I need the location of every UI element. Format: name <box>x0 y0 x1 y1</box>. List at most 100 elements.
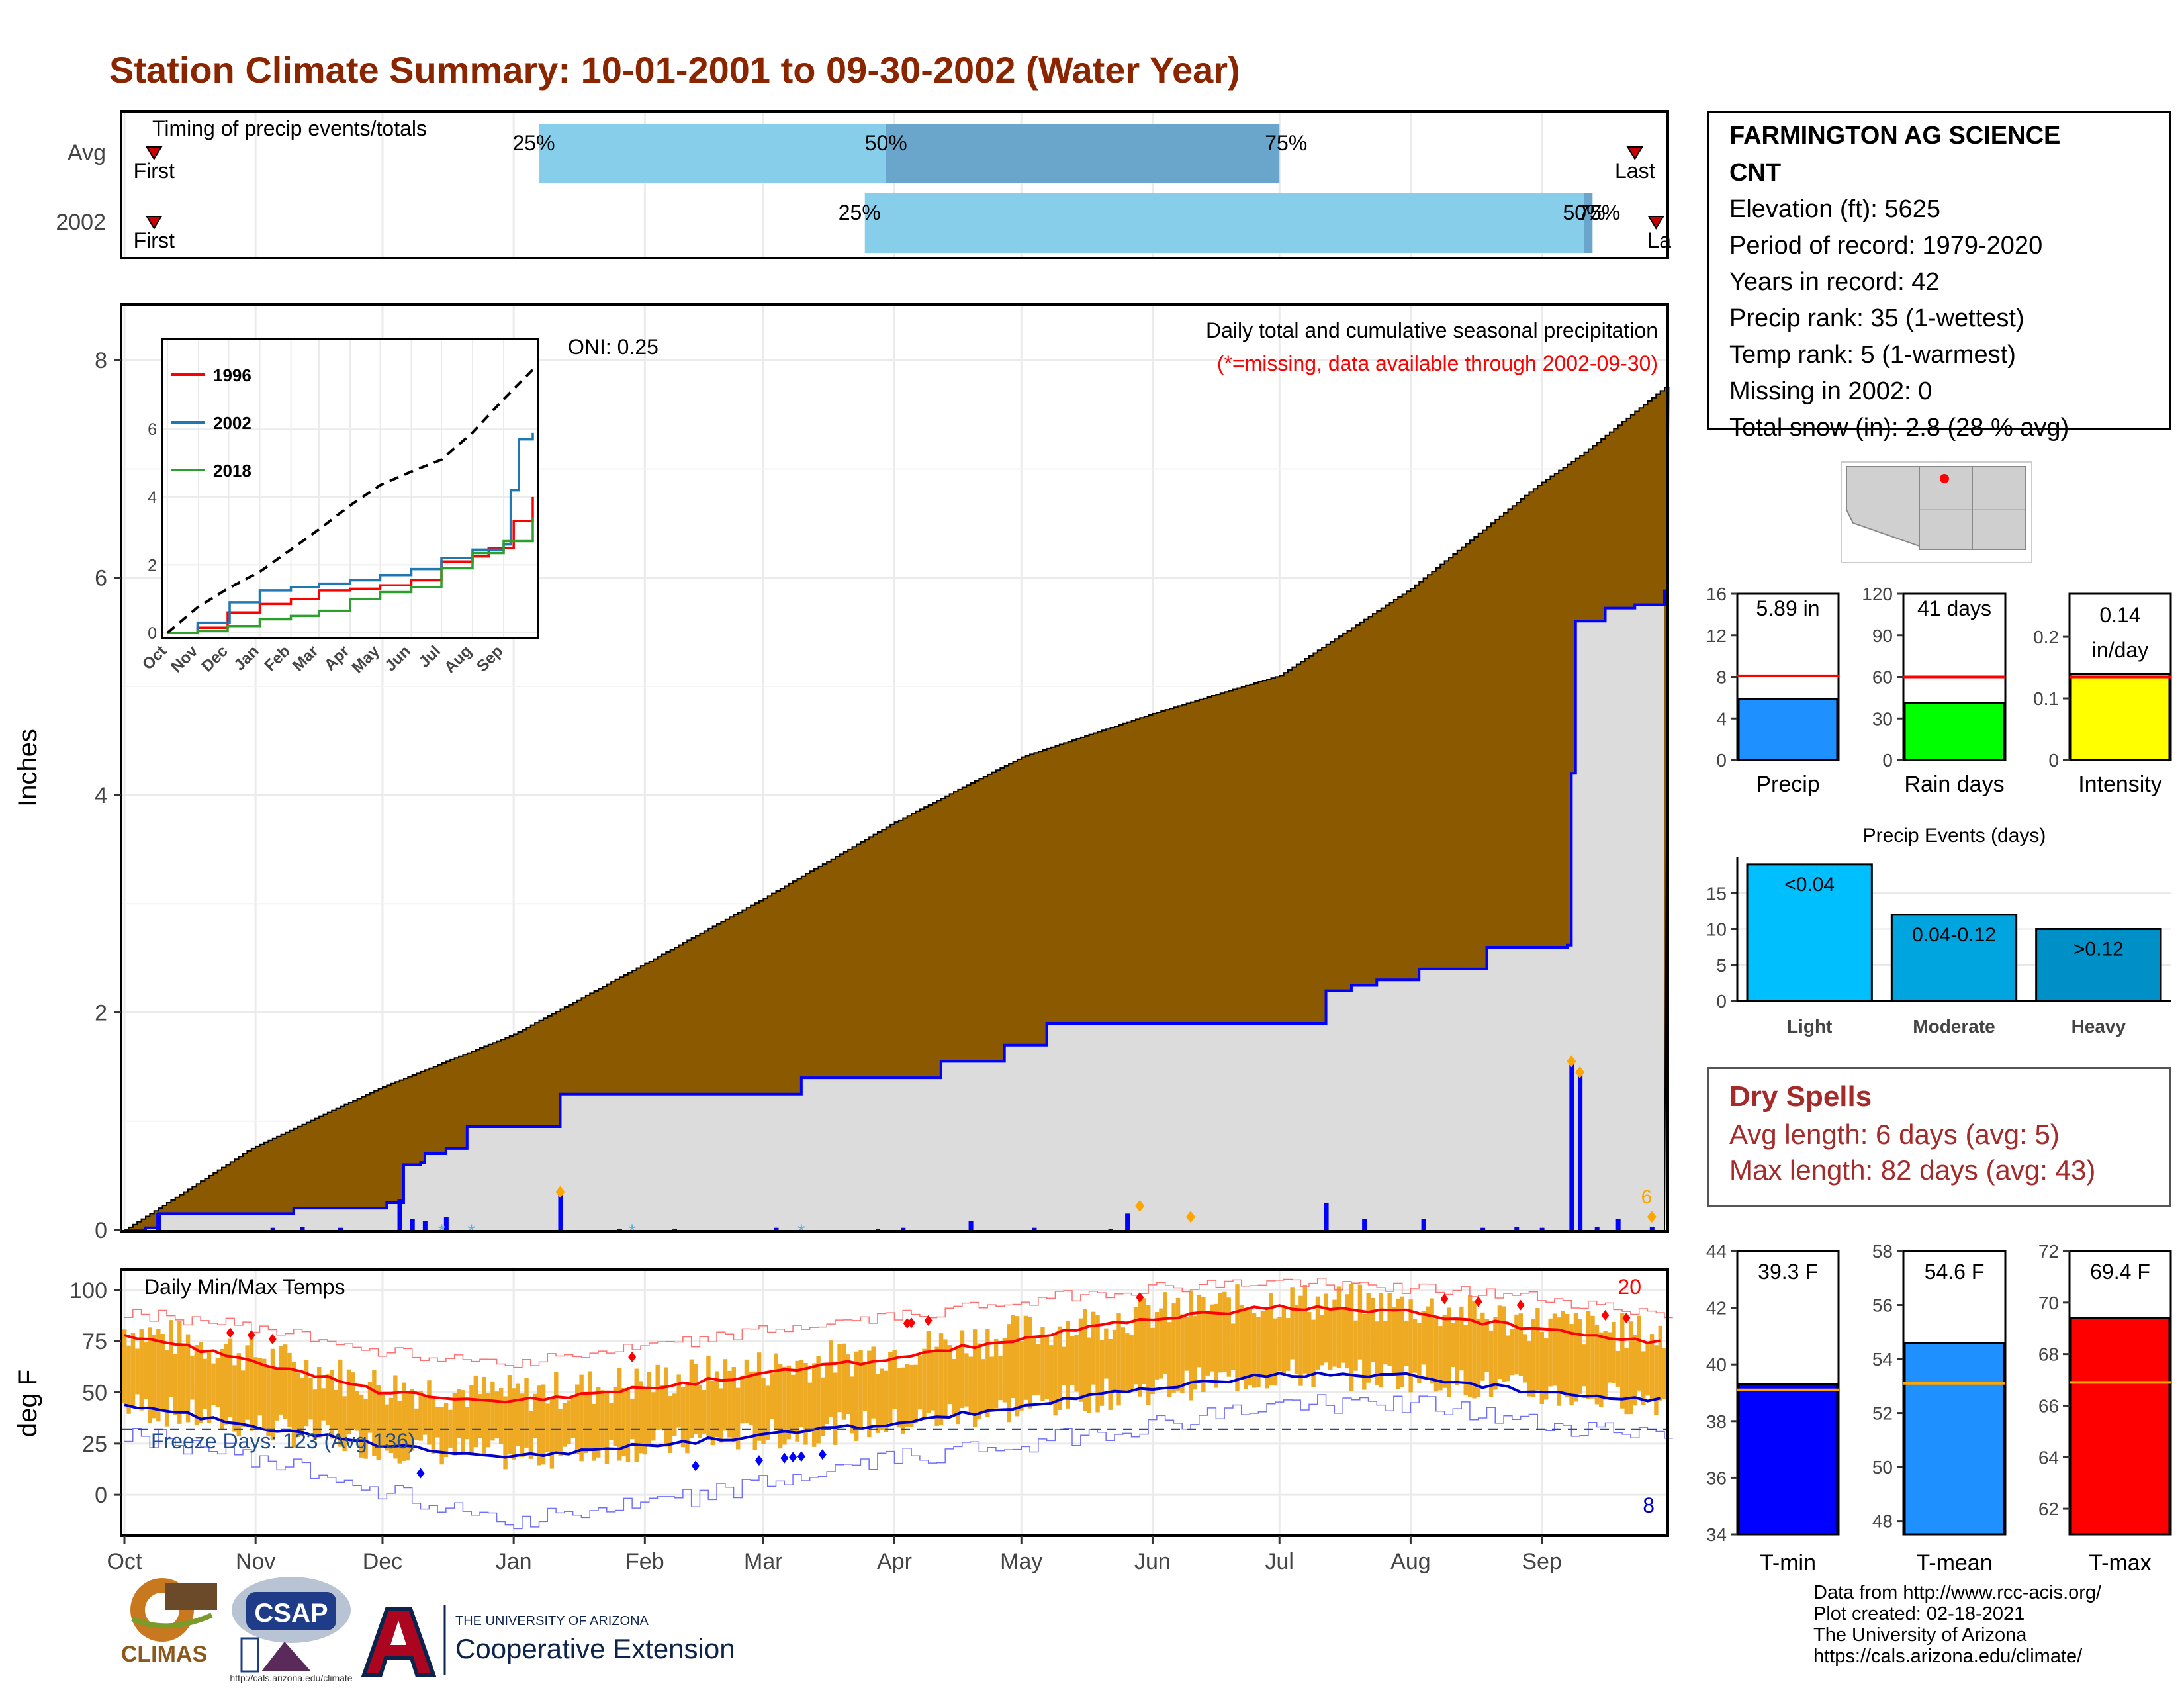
daily-temp-bar <box>334 1389 339 1429</box>
daily-temp-bar <box>1484 1319 1489 1372</box>
daily-temp-bar <box>1345 1294 1349 1369</box>
temp-ytick-label: 0 <box>95 1483 107 1508</box>
daily-precip-bar <box>1108 1229 1113 1230</box>
daily-temp-bar <box>397 1401 402 1464</box>
daily-temp-bar <box>998 1356 1003 1401</box>
daily-temp-bar <box>625 1388 631 1463</box>
daily-temp-bar <box>905 1364 910 1427</box>
daily-temp-bar <box>1112 1329 1117 1392</box>
daily-temp-bar <box>698 1384 702 1438</box>
daily-temp-bar <box>829 1340 834 1417</box>
daily-temp-bar <box>816 1356 821 1444</box>
daily-temp-bar <box>232 1365 237 1432</box>
daily-temp-bar <box>1184 1317 1189 1371</box>
daily-temp-bar <box>558 1409 563 1456</box>
precip-ytick-label: 0 <box>95 1218 107 1243</box>
temp-summary-ytick-label: 58 <box>1872 1241 1893 1262</box>
daily-temp-bar <box>321 1388 326 1421</box>
daily-temp-bar <box>680 1386 686 1448</box>
daily-temp-bar <box>1332 1299 1337 1367</box>
month-tick-label: May <box>1000 1549 1042 1574</box>
heavy-precip-marker <box>555 1186 565 1198</box>
daily-temp-bar <box>190 1355 195 1400</box>
daily-temp-bar <box>1662 1348 1667 1399</box>
daily-temp-bar <box>1603 1331 1608 1400</box>
daily-temp-bar <box>270 1348 275 1441</box>
daily-temp-bar <box>185 1334 191 1423</box>
inset-ytick-label: 4 <box>148 489 157 507</box>
daily-temp-bar <box>545 1403 550 1453</box>
daily-temp-bar <box>972 1329 978 1427</box>
temp-summary-ytick-label: 64 <box>2038 1447 2059 1468</box>
timing-p25-label: 25% <box>512 131 555 155</box>
daily-temp-bar <box>1544 1338 1549 1400</box>
daily-temp-bar <box>1421 1311 1426 1365</box>
daily-temp-bar <box>1370 1297 1375 1362</box>
record-high-marker <box>907 1317 916 1329</box>
timing-first-marker <box>145 146 163 160</box>
summary-ytick-label: 0 <box>1716 750 1727 771</box>
daily-temp-bar <box>388 1397 394 1454</box>
events-ytick-label: 10 <box>1706 919 1727 940</box>
month-tick-label: Dec <box>363 1549 402 1574</box>
daily-temp-bar <box>1497 1305 1502 1380</box>
footer-credits: Data from http://www.rcc-acis.org/ Plot … <box>1813 1582 2101 1667</box>
daily-temp-bar <box>575 1384 580 1455</box>
daily-temp-bar <box>507 1374 512 1454</box>
daily-temp-bar <box>841 1343 846 1420</box>
daily-temp-bar <box>1214 1303 1218 1388</box>
daily-temp-bar <box>1146 1305 1151 1405</box>
daily-temp-bar <box>1175 1297 1181 1391</box>
timing-p50-label: 50% <box>1563 201 1606 224</box>
daily-temp-bar <box>1387 1293 1392 1366</box>
daily-temp-bar <box>956 1345 960 1425</box>
daily-temp-bar <box>152 1335 157 1419</box>
daily-temp-bar <box>338 1359 343 1447</box>
daily-temp-bar <box>643 1388 647 1455</box>
daily-temp-bar <box>968 1356 973 1415</box>
month-tick-label: Mar <box>744 1549 783 1574</box>
summary-ytick-label: 0 <box>2048 750 2059 771</box>
daily-precip-bar <box>1421 1219 1426 1230</box>
daily-temp-bar <box>1404 1321 1409 1366</box>
hot-day-count: 20 <box>1617 1275 1641 1299</box>
daily-temp-bar <box>211 1363 216 1405</box>
daily-temp-bar <box>710 1380 715 1446</box>
daily-temp-bar <box>1095 1315 1100 1413</box>
record-high-marker <box>1136 1291 1144 1303</box>
daily-temp-bar <box>1104 1328 1109 1379</box>
daily-temp-bar <box>249 1335 254 1431</box>
daily-temp-bar <box>600 1390 605 1449</box>
station-name: FARMINGTON AG SCIENCE <box>1729 122 2061 150</box>
daily-temp-bar <box>245 1345 250 1420</box>
daily-temp-bar <box>1235 1284 1240 1391</box>
daily-precip-bar <box>1125 1213 1130 1230</box>
timing-p25-label: 25% <box>839 201 881 224</box>
university-of-arizona-logo: THE UNIVERSITY OF ARIZONA Cooperative Ex… <box>361 1605 735 1677</box>
climas-logo: CLIMAS <box>121 1578 217 1667</box>
oni-label: ONI: 0.25 <box>568 335 659 359</box>
footer-url: https://cals.arizona.edu/climate/ <box>1813 1646 2083 1667</box>
daily-temp-bar <box>1357 1284 1363 1360</box>
daily-temp-bar <box>1527 1341 1531 1397</box>
timing-p50-label: 50% <box>865 131 907 155</box>
station-temp-rank: Temp rank: 5 (1-warmest) <box>1729 341 2016 369</box>
daily-temp-bar <box>312 1389 318 1440</box>
daily-temp-bar <box>917 1355 923 1410</box>
freeze-days-label: Freeze Days: 123 (Avg 136) <box>151 1429 416 1453</box>
daily-temp-bar <box>723 1359 728 1431</box>
daily-temp-bar <box>291 1362 296 1448</box>
daily-temp-bar <box>931 1352 935 1411</box>
daily-temp-bar <box>1561 1311 1565 1394</box>
summary-ytick-label: 0 <box>1882 750 1893 771</box>
daily-temp-bar <box>406 1391 410 1461</box>
daily-precip-bar <box>968 1221 974 1230</box>
daily-temp-bar <box>1590 1315 1595 1399</box>
month-tick-label: Nov <box>236 1549 275 1574</box>
daily-temp-bar <box>512 1388 516 1460</box>
daily-temp-bar <box>858 1350 863 1431</box>
t_mean-bar <box>1903 1342 2005 1536</box>
daily-temp-bar <box>1315 1296 1320 1370</box>
daily-temp-bar <box>177 1321 182 1424</box>
